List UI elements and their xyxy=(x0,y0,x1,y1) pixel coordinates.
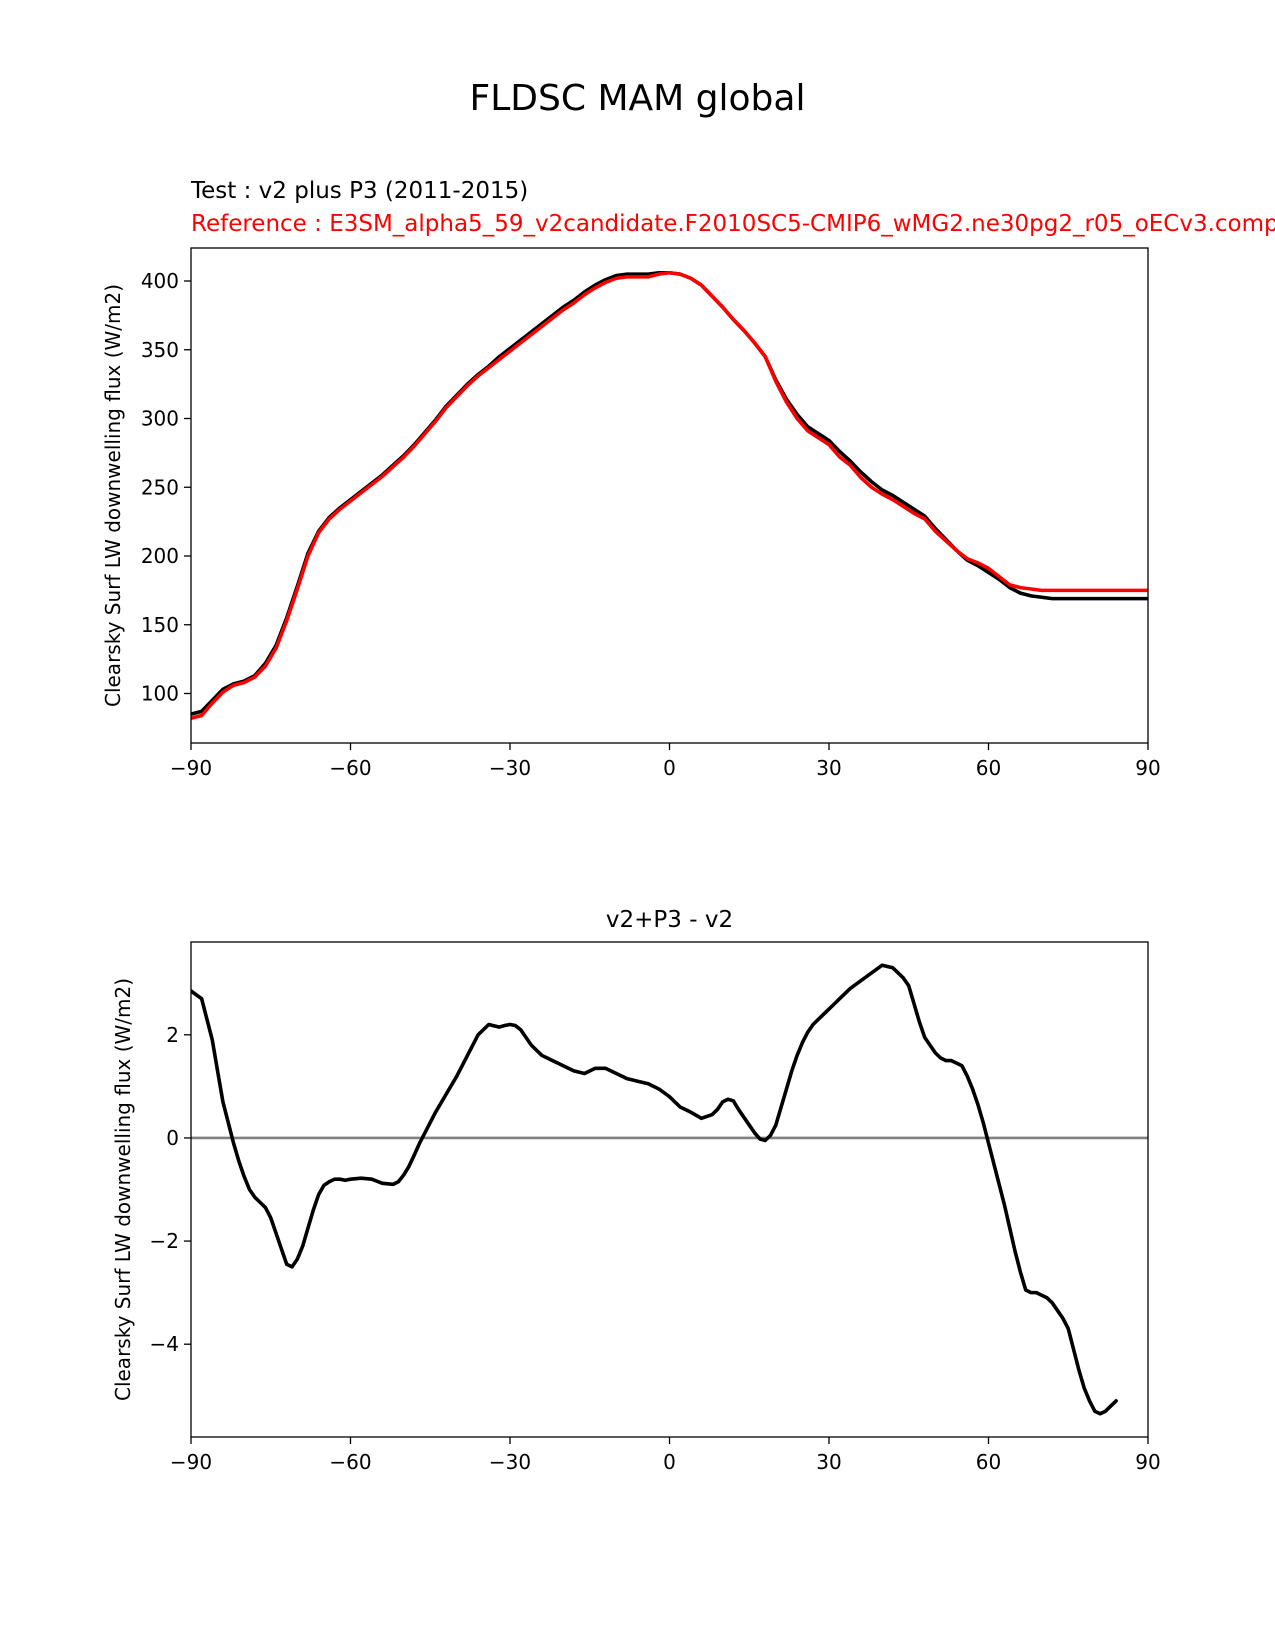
top-panel-ytick-label: 250 xyxy=(141,475,179,499)
bottom-panel-xtick-label: 0 xyxy=(663,1450,676,1474)
bottom-panel-series-v2-p3-v2 xyxy=(191,963,1118,1416)
top-panel-y-axis: 100 150 200 250 300 350 400 xyxy=(141,269,191,706)
top-panel-ytick-label: 300 xyxy=(141,407,179,431)
bottom-panel-x-axis: −90 −60 −30 0 30 60 90 xyxy=(170,1437,1161,1474)
bottom-panel-ylabel: Clearsky Surf LW downwelling flux (W/m2) xyxy=(111,978,135,1401)
top-panel-ytick-label: 200 xyxy=(141,544,179,568)
bottom-panel-xtick-label: −30 xyxy=(489,1450,531,1474)
bottom-panel-series xyxy=(191,963,1118,1416)
top-panel-ytick-label: 350 xyxy=(141,338,179,362)
top-panel-xtick-label: 90 xyxy=(1135,756,1160,780)
bottom-panel-title: v2+P3 - v2 xyxy=(606,907,733,933)
bottom-panel-xtick-label: 60 xyxy=(976,1450,1001,1474)
top-panel-series-reference xyxy=(191,270,1148,721)
bottom-panel-xtick-label: 30 xyxy=(816,1450,841,1474)
top-panel-series xyxy=(191,270,1148,721)
bottom-panel-xtick-label: −60 xyxy=(329,1450,371,1474)
bottom-panel-xtick-label: −90 xyxy=(170,1450,212,1474)
top-panel-xtick-label: −60 xyxy=(329,756,371,780)
bottom-panel-ytick-label: 0 xyxy=(166,1126,179,1150)
top-panel-xtick-label: −90 xyxy=(170,756,212,780)
top-panel-xtick-label: 60 xyxy=(976,756,1001,780)
bottom-panel-xtick-label: 90 xyxy=(1135,1450,1160,1474)
top-panel-ytick-label: 100 xyxy=(141,682,179,706)
top-panel-xtick-label: −30 xyxy=(489,756,531,780)
bottom-panel-frame xyxy=(190,941,1149,1438)
top-panel-title-reference: Reference : E3SM_alpha5_59_v2candidate.F… xyxy=(191,211,1275,237)
bottom-panel: v2+P3 - v2 Clearsky Surf LW downwelling … xyxy=(111,907,1161,1474)
top-panel-x-axis: −90 −60 −30 0 30 60 90 xyxy=(170,743,1161,780)
top-panel-xtick-label: 0 xyxy=(663,756,676,780)
top-panel-series-test xyxy=(191,270,1148,716)
bottom-panel-ytick-label: 2 xyxy=(166,1023,179,1047)
bottom-panel-y-axis: −4 −2 0 2 xyxy=(150,1023,191,1356)
top-panel-xtick-label: 30 xyxy=(816,756,841,780)
top-panel-title-test: Test : v2 plus P3 (2011-2015) xyxy=(190,178,528,204)
top-panel-ylabel: Clearsky Surf LW downwelling flux (W/m2) xyxy=(101,284,125,707)
top-panel-frame xyxy=(190,247,1149,744)
top-panel: Test : v2 plus P3 (2011-2015) Reference … xyxy=(101,178,1275,780)
figure-suptitle: FLDSC MAM global xyxy=(470,78,806,119)
top-panel-ytick-label: 400 xyxy=(141,269,179,293)
bottom-panel-ytick-label: −4 xyxy=(150,1332,179,1356)
top-panel-ytick-label: 150 xyxy=(141,613,179,637)
bottom-panel-ytick-label: −2 xyxy=(150,1229,179,1253)
